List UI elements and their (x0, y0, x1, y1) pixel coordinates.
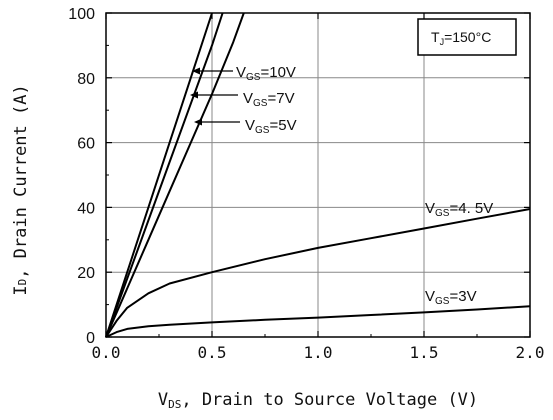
series-label: VGS=4. 5V (425, 200, 493, 219)
series-line (105, 208, 531, 338)
x-tick-label: 0.0 (92, 343, 121, 362)
y-tick-label: 100 (68, 6, 95, 23)
series-label: VGS=5V (245, 117, 297, 136)
series-label: VGS=10V (236, 64, 296, 83)
y-tick-label: 0 (86, 330, 95, 347)
y-tick-label: 40 (77, 200, 95, 217)
x-tick-labels: 0.0 0.5 1.0 1.5 2.0 (92, 343, 545, 362)
x-tick-label: 1.5 (410, 343, 439, 362)
series-lines (105, 12, 531, 338)
y-tick-label: 20 (77, 265, 95, 282)
series-label-arrowhead (192, 67, 200, 75)
series-label-arrowhead (194, 118, 202, 126)
axis-ticks (105, 12, 531, 338)
y-tick-label: 80 (77, 71, 95, 88)
series-line (105, 12, 213, 338)
series-label: VGS=7V (243, 90, 295, 109)
x-tick-label: 2.0 (516, 343, 545, 362)
y-axis-title: ID, Drain Current (A) (11, 84, 31, 295)
x-tick-label: 0.5 (198, 343, 227, 362)
condition-box-text: TJ=150°C (431, 29, 491, 47)
series-label: VGS=3V (425, 288, 477, 307)
series-line (105, 12, 224, 338)
series-line (105, 305, 531, 338)
condition-box: TJ=150°C (417, 18, 517, 56)
y-tick-labels: 0 20 40 60 80 100 (68, 6, 95, 347)
y-tick-label: 60 (77, 136, 95, 153)
series-labels: VGS=10V VGS=7V VGS=5V VGS=4. 5V VGS=3V (190, 64, 493, 307)
series-label-arrowhead (190, 91, 198, 99)
x-tick-label: 1.0 (304, 343, 333, 362)
x-axis-title: VDS, Drain to Source Voltage (V) (158, 390, 478, 411)
series-line (105, 12, 245, 338)
